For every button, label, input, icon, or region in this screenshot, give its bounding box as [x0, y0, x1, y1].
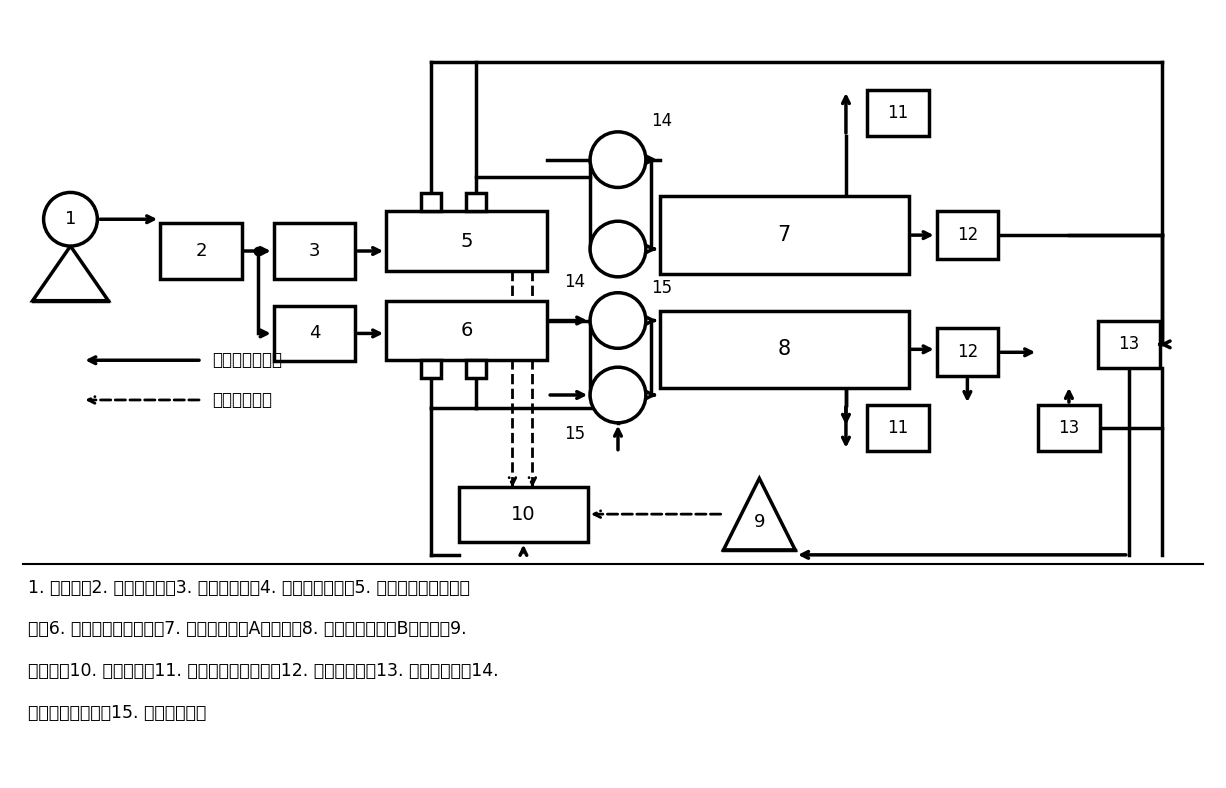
Bar: [421, 193, 441, 211]
Text: 4: 4: [309, 325, 320, 343]
Bar: [867, 405, 928, 451]
Polygon shape: [723, 478, 796, 550]
Text: 1: 1: [65, 210, 76, 229]
Text: 15: 15: [651, 279, 672, 297]
Text: 8: 8: [777, 340, 791, 359]
Text: 1. 空压机；2. 零气发生器；3. 臭氧发生器；4. 流量控制装置；5. 样品空气输出多支路: 1. 空压机；2. 零气发生器；3. 臭氧发生器；4. 流量控制装置；5. 样品…: [28, 578, 470, 597]
Circle shape: [590, 132, 646, 188]
Text: 13: 13: [1058, 418, 1080, 437]
Bar: [459, 487, 588, 542]
Bar: [937, 329, 998, 376]
Text: 12: 12: [956, 226, 978, 244]
Circle shape: [590, 292, 646, 348]
Text: 3: 3: [309, 242, 320, 260]
Text: 14: 14: [564, 273, 585, 291]
Text: 6: 6: [461, 321, 473, 340]
Bar: [386, 301, 547, 360]
Bar: [466, 360, 485, 378]
Circle shape: [590, 367, 646, 423]
Text: 2: 2: [195, 242, 207, 260]
Bar: [273, 223, 356, 279]
Text: 14: 14: [651, 112, 672, 130]
Bar: [867, 90, 928, 136]
Text: 采样泵；10. 排气管路；11. 压力、温度传感器；12. 流量传感器；13. 流量控制器；14.: 采样泵；10. 排气管路；11. 压力、温度传感器；12. 流量传感器；13. …: [28, 662, 498, 680]
Bar: [161, 223, 242, 279]
Bar: [660, 196, 908, 274]
Text: 15: 15: [564, 425, 585, 443]
Bar: [1038, 405, 1100, 451]
Circle shape: [44, 192, 97, 246]
Text: 校准用气路方向: 校准用气路方向: [212, 351, 282, 370]
Text: 样品空气电磁阀；15. 零空气电磁阀: 样品空气电磁阀；15. 零空气电磁阀: [28, 704, 206, 722]
Text: 废气气路方向: 废气气路方向: [212, 391, 272, 409]
Text: 管；6. 零气输出多支路管；7. 上级传递标准A光度计；8. 被校准传递标准B光度计；9.: 管；6. 零气输出多支路管；7. 上级传递标准A光度计；8. 被校准传递标准B光…: [28, 620, 466, 638]
Bar: [1097, 321, 1160, 368]
Text: 9: 9: [754, 513, 765, 531]
Polygon shape: [33, 246, 108, 301]
Circle shape: [590, 221, 646, 277]
Text: 11: 11: [888, 418, 908, 437]
Bar: [937, 211, 998, 259]
Bar: [466, 193, 485, 211]
Text: 10: 10: [511, 505, 536, 524]
Bar: [386, 211, 547, 271]
Bar: [660, 310, 908, 388]
Bar: [273, 306, 356, 361]
Text: 11: 11: [888, 104, 908, 122]
Text: 13: 13: [1118, 336, 1139, 353]
Bar: [421, 360, 441, 378]
Text: 7: 7: [777, 225, 791, 245]
Text: 5: 5: [461, 232, 473, 251]
Text: 12: 12: [956, 344, 978, 361]
